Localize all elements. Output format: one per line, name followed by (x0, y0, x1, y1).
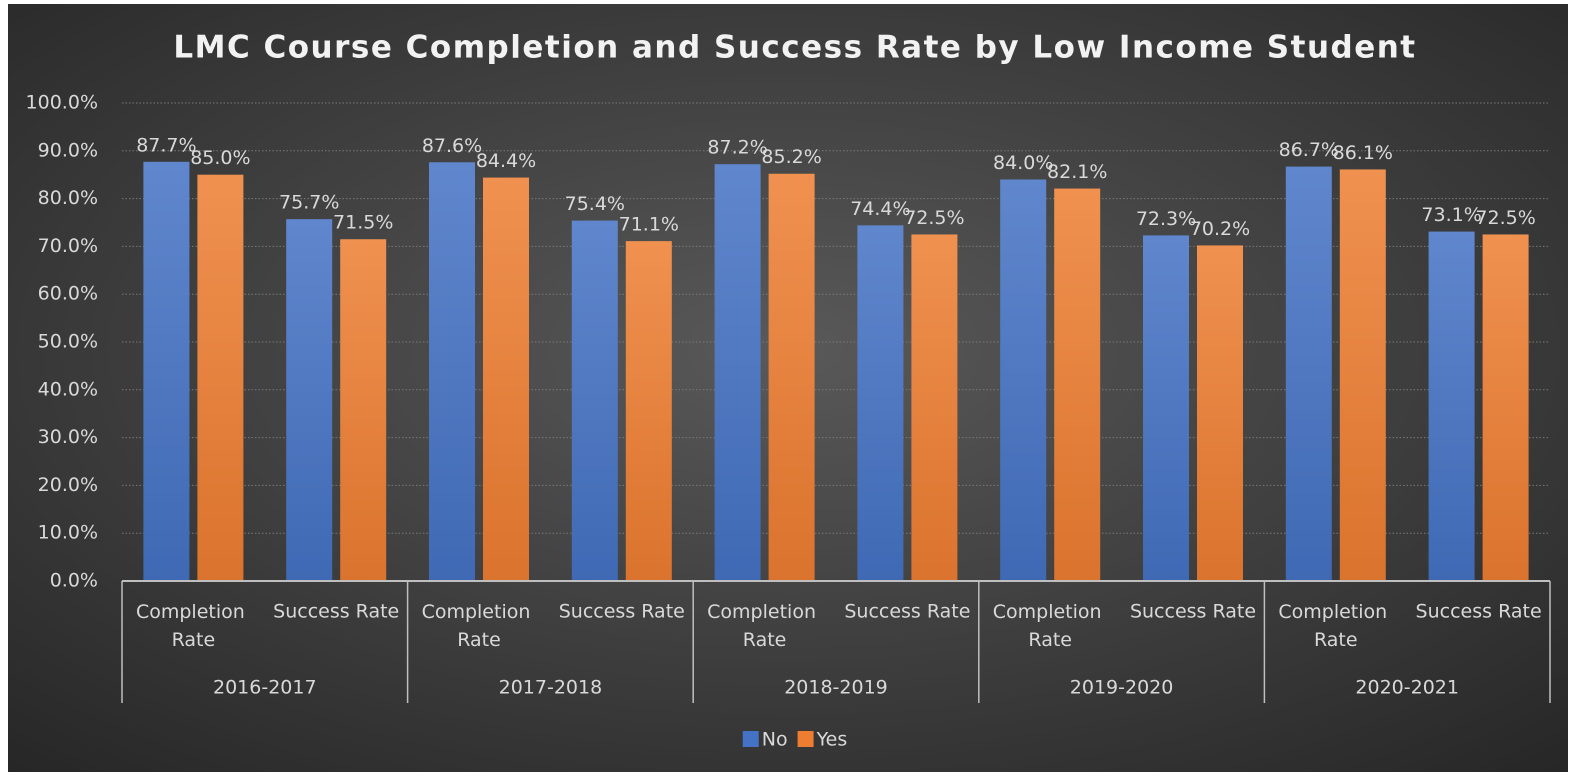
group-label: 2018-2019 (784, 677, 888, 699)
bar (197, 174, 244, 581)
bar (857, 225, 904, 582)
data-label: 73.1% (1421, 204, 1481, 226)
y-tick-label: 70.0% (38, 235, 98, 257)
bar (143, 161, 190, 581)
y-tick-label: 20.0% (38, 474, 98, 496)
x-tick-label: Completion Rate (707, 601, 822, 651)
bar (1482, 234, 1529, 581)
data-label: 70.2% (1190, 218, 1250, 240)
bar (1428, 231, 1475, 581)
legend: No Yes (742, 729, 848, 751)
bar (625, 241, 672, 581)
group-label: 2020-2021 (1355, 677, 1459, 699)
data-label: 86.7% (1279, 139, 1339, 161)
x-tick-label: Success Rate (559, 601, 685, 623)
y-tick-label: 40.0% (38, 378, 98, 400)
data-label: 86.1% (1333, 142, 1393, 164)
bar (483, 177, 529, 581)
x-tick-label: Success Rate (1130, 601, 1256, 623)
data-label: 74.4% (850, 198, 910, 220)
bar (1285, 166, 1332, 581)
bar (340, 239, 387, 582)
data-label: 84.0% (993, 152, 1053, 174)
bar (1054, 188, 1101, 581)
bar (429, 162, 475, 581)
y-tick-label: 100.0% (26, 92, 98, 114)
bar (911, 234, 958, 581)
legend-label: No (762, 729, 788, 751)
x-tick-label: Completion Rate (136, 601, 251, 651)
y-tick-label: 60.0% (38, 283, 98, 305)
data-label: 71.5% (333, 212, 393, 234)
chart-title: LMC Course Completion and Success Rate b… (173, 30, 1416, 66)
legend-label: Yes (816, 729, 848, 751)
group-label: 2017-2018 (499, 677, 603, 699)
bar (768, 173, 815, 581)
legend-swatch (797, 731, 814, 747)
data-label: 87.2% (707, 137, 767, 159)
data-label: 85.0% (190, 147, 250, 169)
bar (1000, 179, 1047, 582)
y-tick-label: 90.0% (38, 139, 98, 161)
y-tick-label: 80.0% (38, 187, 98, 209)
group-label: 2019-2020 (1070, 677, 1174, 699)
x-tick-label: Completion Rate (993, 601, 1108, 651)
x-tick-label: Success Rate (1416, 601, 1542, 623)
data-label: 84.4% (476, 150, 536, 172)
data-label: 72.5% (1475, 207, 1535, 229)
data-label: 75.7% (279, 192, 339, 214)
legend-swatch (742, 731, 759, 747)
x-tick-label: Completion Rate (1278, 601, 1393, 651)
bar (714, 164, 761, 581)
x-tick-label: Completion Rate (422, 601, 537, 651)
data-label: 82.1% (1047, 161, 1107, 183)
data-label: 71.1% (619, 214, 679, 236)
group-label: 2016-2017 (213, 677, 317, 699)
bar (286, 219, 333, 582)
y-tick-label: 30.0% (38, 426, 98, 448)
data-label: 85.2% (761, 146, 821, 168)
x-tick-label: Success Rate (273, 601, 399, 623)
data-label: 75.4% (565, 193, 625, 215)
bar (571, 220, 618, 581)
x-tick-label: Success Rate (844, 601, 970, 623)
data-label: 72.3% (1136, 208, 1196, 230)
bar (1143, 235, 1189, 581)
y-tick-label: 50.0% (38, 331, 98, 353)
y-tick-label: 10.0% (38, 522, 98, 544)
bar (1339, 169, 1386, 581)
data-label: 87.6% (422, 135, 482, 157)
data-label: 72.5% (904, 207, 964, 229)
data-label: 87.7% (136, 134, 196, 156)
bar (1197, 245, 1243, 581)
y-tick-label: 0.0% (50, 570, 98, 592)
